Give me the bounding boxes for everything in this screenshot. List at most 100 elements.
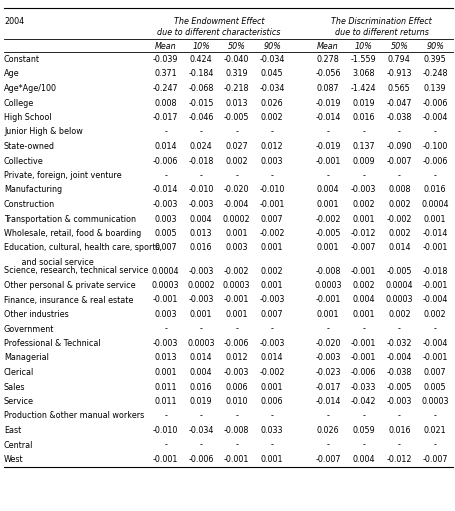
Text: -0.004: -0.004 (421, 339, 447, 348)
Text: 0.319: 0.319 (225, 69, 248, 79)
Text: due to different characteristics: due to different characteristics (157, 28, 280, 37)
Text: 10%: 10% (192, 42, 210, 51)
Text: -0.001: -0.001 (153, 455, 178, 464)
Text: -0.005: -0.005 (314, 229, 340, 238)
Text: 0.016: 0.016 (190, 383, 212, 391)
Text: -0.002: -0.002 (259, 368, 284, 377)
Text: -0.006: -0.006 (421, 156, 447, 166)
Text: 0.003: 0.003 (154, 215, 177, 223)
Text: 50%: 50% (228, 42, 245, 51)
Text: Mean: Mean (155, 42, 176, 51)
Text: Other industries: Other industries (4, 310, 69, 319)
Text: 0.0003: 0.0003 (152, 281, 179, 290)
Text: -: - (199, 128, 202, 136)
Text: 0.0003: 0.0003 (222, 281, 250, 290)
Text: -0.039: -0.039 (153, 55, 178, 64)
Text: 0.009: 0.009 (352, 156, 374, 166)
Text: -0.010: -0.010 (153, 426, 178, 435)
Text: -0.007: -0.007 (421, 455, 447, 464)
Text: -0.017: -0.017 (153, 113, 178, 122)
Text: -0.038: -0.038 (386, 368, 411, 377)
Text: -0.033: -0.033 (350, 383, 375, 391)
Text: -0.001: -0.001 (421, 281, 447, 290)
Text: -0.056: -0.056 (314, 69, 340, 79)
Text: -0.001: -0.001 (314, 156, 340, 166)
Text: -: - (164, 440, 167, 450)
Text: Clerical: Clerical (4, 368, 34, 377)
Text: -: - (199, 411, 202, 421)
Text: -0.007: -0.007 (350, 244, 375, 252)
Text: Collective: Collective (4, 156, 44, 166)
Text: -: - (199, 440, 202, 450)
Text: -0.003: -0.003 (386, 397, 411, 406)
Text: -: - (326, 440, 329, 450)
Text: 0.087: 0.087 (316, 84, 339, 93)
Text: -0.003: -0.003 (314, 354, 340, 362)
Text: -0.100: -0.100 (421, 142, 447, 151)
Text: Private, foreign, joint venture: Private, foreign, joint venture (4, 171, 121, 180)
Text: -: - (433, 171, 435, 180)
Text: -0.248: -0.248 (421, 69, 447, 79)
Text: -0.003: -0.003 (350, 185, 375, 195)
Text: -0.090: -0.090 (386, 142, 411, 151)
Text: -0.012: -0.012 (350, 229, 375, 238)
Text: 0.006: 0.006 (260, 397, 283, 406)
Text: -0.010: -0.010 (259, 185, 284, 195)
Text: -: - (433, 128, 435, 136)
Text: 0.002: 0.002 (387, 229, 410, 238)
Text: -0.010: -0.010 (188, 185, 213, 195)
Text: -0.020: -0.020 (314, 339, 340, 348)
Text: 0.0002: 0.0002 (187, 281, 215, 290)
Text: 0.019: 0.019 (190, 397, 212, 406)
Text: -: - (361, 128, 364, 136)
Text: 0.007: 0.007 (423, 368, 445, 377)
Text: 0.0003: 0.0003 (187, 339, 214, 348)
Text: 90%: 90% (263, 42, 281, 51)
Text: -: - (326, 128, 329, 136)
Text: 0.0004: 0.0004 (152, 267, 179, 275)
Text: -: - (270, 128, 273, 136)
Text: -: - (270, 324, 273, 334)
Text: 0.003: 0.003 (260, 156, 283, 166)
Text: 0.024: 0.024 (190, 142, 212, 151)
Text: 0.002: 0.002 (260, 267, 283, 275)
Text: -0.001: -0.001 (153, 295, 178, 305)
Text: -: - (270, 440, 273, 450)
Text: -0.004: -0.004 (421, 295, 447, 305)
Text: 90%: 90% (425, 42, 443, 51)
Text: -: - (433, 411, 435, 421)
Text: 0.0003: 0.0003 (313, 281, 341, 290)
Text: Mean: Mean (316, 42, 338, 51)
Text: -: - (199, 171, 202, 180)
Text: -0.014: -0.014 (314, 397, 340, 406)
Text: -0.019: -0.019 (314, 142, 340, 151)
Text: 0.008: 0.008 (387, 185, 410, 195)
Text: 0.371: 0.371 (154, 69, 177, 79)
Text: -0.018: -0.018 (188, 156, 213, 166)
Text: -0.184: -0.184 (188, 69, 213, 79)
Text: 0.016: 0.016 (352, 113, 374, 122)
Text: -0.002: -0.002 (386, 215, 411, 223)
Text: -: - (397, 128, 400, 136)
Text: -: - (397, 324, 400, 334)
Text: -: - (326, 171, 329, 180)
Text: -0.042: -0.042 (350, 397, 375, 406)
Text: -0.068: -0.068 (188, 84, 213, 93)
Text: -0.003: -0.003 (188, 295, 213, 305)
Text: 0.012: 0.012 (260, 142, 283, 151)
Text: -0.001: -0.001 (314, 295, 340, 305)
Text: 0.001: 0.001 (190, 310, 212, 319)
Text: 0.002: 0.002 (352, 200, 374, 209)
Text: 0.001: 0.001 (352, 215, 374, 223)
Text: 0.137: 0.137 (352, 142, 374, 151)
Text: Professional & Technical: Professional & Technical (4, 339, 101, 348)
Text: 0.424: 0.424 (190, 55, 212, 64)
Text: -0.012: -0.012 (386, 455, 411, 464)
Text: Other personal & private service: Other personal & private service (4, 281, 135, 290)
Text: -0.218: -0.218 (223, 84, 249, 93)
Text: 0.016: 0.016 (387, 426, 410, 435)
Text: 0.004: 0.004 (352, 295, 374, 305)
Text: -: - (361, 324, 364, 334)
Text: 0.014: 0.014 (154, 142, 177, 151)
Text: -0.006: -0.006 (350, 368, 375, 377)
